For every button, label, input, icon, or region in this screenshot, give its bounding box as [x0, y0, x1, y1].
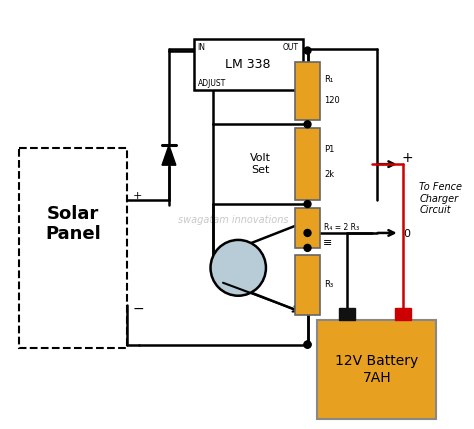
Text: R₁: R₁: [324, 76, 334, 85]
Circle shape: [304, 245, 311, 251]
Bar: [194, 39, 302, 91]
Text: LM 338: LM 338: [225, 58, 271, 71]
Bar: [295, 128, 320, 200]
Bar: [295, 208, 320, 248]
Text: 120: 120: [324, 96, 340, 105]
Text: OUT: OUT: [283, 42, 299, 51]
Bar: [318, 320, 436, 419]
Text: R₄ = 2 R₃: R₄ = 2 R₃: [324, 224, 359, 233]
Text: −: −: [132, 302, 144, 316]
Circle shape: [304, 341, 311, 348]
Text: 2k: 2k: [324, 170, 335, 179]
Text: P1: P1: [324, 145, 335, 154]
Bar: [295, 63, 320, 120]
Circle shape: [304, 47, 311, 54]
Polygon shape: [162, 145, 176, 165]
Text: Volt
Set: Volt Set: [249, 153, 271, 175]
Text: 12V Battery
7AH: 12V Battery 7AH: [335, 354, 419, 384]
Text: 0: 0: [403, 229, 410, 239]
Bar: [339, 308, 355, 320]
Text: swagatam innovations: swagatam innovations: [178, 215, 289, 225]
Text: To Fence
Charger
Circuit: To Fence Charger Circuit: [419, 182, 462, 215]
Bar: [295, 255, 320, 315]
Text: Solar
Panel: Solar Panel: [45, 205, 101, 243]
Circle shape: [304, 121, 311, 128]
Text: +: +: [132, 191, 142, 201]
Circle shape: [304, 200, 311, 208]
Bar: [395, 308, 411, 320]
Text: +: +: [401, 151, 413, 165]
Text: ADJUST: ADJUST: [198, 79, 226, 88]
Text: IN: IN: [198, 42, 206, 51]
Bar: [18, 148, 128, 347]
Circle shape: [210, 240, 266, 296]
Circle shape: [304, 341, 311, 348]
Text: ≡: ≡: [323, 238, 332, 248]
Circle shape: [304, 230, 311, 236]
Text: R₃: R₃: [324, 280, 334, 289]
